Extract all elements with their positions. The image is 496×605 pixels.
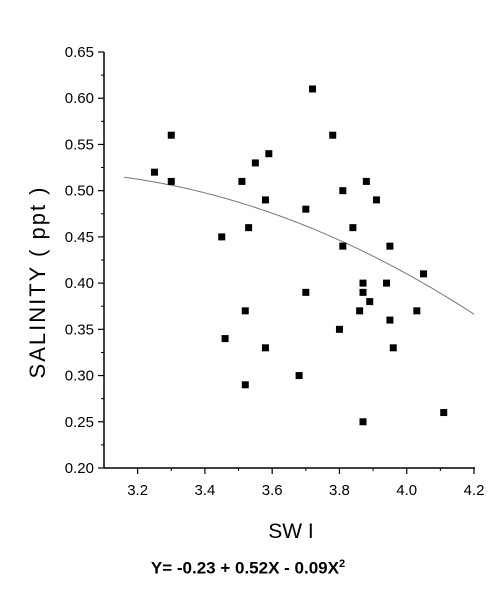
y-tick-label: 0.35 bbox=[65, 321, 94, 338]
data-point bbox=[339, 242, 347, 250]
x-tick-label: 3.2 bbox=[127, 482, 148, 499]
data-point bbox=[349, 224, 357, 232]
x-tick-label: 3.6 bbox=[262, 482, 283, 499]
regression-equation: Y= -0.23 + 0.52X - 0.09X2 bbox=[0, 558, 496, 579]
y-tick-label: 0.25 bbox=[65, 414, 94, 431]
data-point bbox=[329, 131, 337, 139]
x-ticks: 3.2 3.4 3.6 3.8 4.0 4.2 bbox=[127, 468, 484, 499]
y-tick-label: 0.65 bbox=[65, 44, 94, 61]
data-point bbox=[251, 159, 259, 167]
data-point bbox=[356, 307, 364, 315]
data-point bbox=[372, 196, 380, 204]
data-point bbox=[238, 177, 246, 185]
y-axis-title: SALINITY ( ppt ) bbox=[25, 186, 50, 379]
data-point bbox=[366, 298, 374, 306]
data-point bbox=[302, 288, 310, 296]
data-point bbox=[261, 196, 269, 204]
data-point bbox=[359, 279, 367, 287]
y-tick-label: 0.30 bbox=[65, 368, 94, 385]
y-tick-label: 0.40 bbox=[65, 275, 94, 292]
fit-curve bbox=[124, 176, 475, 315]
y-tick-label: 0.55 bbox=[65, 136, 94, 153]
y-ticks: 0.20 0.25 0.30 0.35 0.40 0.45 0.50 0.55 0.60 0.65 bbox=[65, 44, 104, 477]
data-points bbox=[150, 85, 448, 426]
data-point bbox=[359, 288, 367, 296]
data-point bbox=[389, 344, 397, 352]
data-point bbox=[440, 409, 448, 417]
data-point bbox=[218, 233, 226, 241]
data-point bbox=[420, 270, 428, 278]
y-tick-label: 0.45 bbox=[65, 229, 94, 246]
data-point bbox=[245, 224, 253, 232]
x-tick-label: 4.2 bbox=[464, 482, 485, 499]
y-axis: 0.20 0.25 0.30 0.35 0.40 0.45 0.50 0.55 0.60 0.65… bbox=[25, 44, 105, 477]
data-point bbox=[383, 279, 391, 287]
x-tick-label: 4.0 bbox=[396, 482, 417, 499]
data-point bbox=[413, 307, 421, 315]
data-point bbox=[359, 418, 367, 426]
y-tick-label: 0.50 bbox=[65, 183, 94, 200]
data-point bbox=[386, 242, 394, 250]
equation-main: Y= -0.23 + 0.52X - 0.09X bbox=[150, 558, 339, 578]
data-point bbox=[362, 177, 370, 185]
data-point bbox=[302, 205, 310, 213]
data-point bbox=[265, 150, 273, 158]
scatter-plot: 3.2 3.4 3.6 3.8 4.0 4.2 SW I 0.20 0.25 0.30 0.35… bbox=[25, 44, 484, 543]
data-point bbox=[339, 187, 347, 195]
data-point bbox=[241, 381, 249, 389]
data-point bbox=[295, 372, 303, 380]
y-tick-label: 0.20 bbox=[65, 460, 94, 477]
data-point bbox=[261, 344, 269, 352]
data-point bbox=[386, 316, 394, 324]
data-point bbox=[150, 168, 158, 176]
x-axis: 3.2 3.4 3.6 3.8 4.0 4.2 SW I bbox=[104, 467, 484, 543]
data-point bbox=[241, 307, 249, 315]
data-point bbox=[335, 325, 343, 333]
data-point bbox=[221, 335, 229, 343]
equation-exponent: 2 bbox=[338, 558, 346, 570]
y-tick-label: 0.60 bbox=[65, 90, 94, 107]
data-point bbox=[167, 177, 175, 185]
x-tick-label: 3.8 bbox=[329, 482, 350, 499]
x-tick-label: 3.4 bbox=[194, 482, 215, 499]
data-point bbox=[167, 131, 175, 139]
x-axis-title: SW I bbox=[268, 520, 314, 543]
data-point bbox=[309, 85, 317, 93]
